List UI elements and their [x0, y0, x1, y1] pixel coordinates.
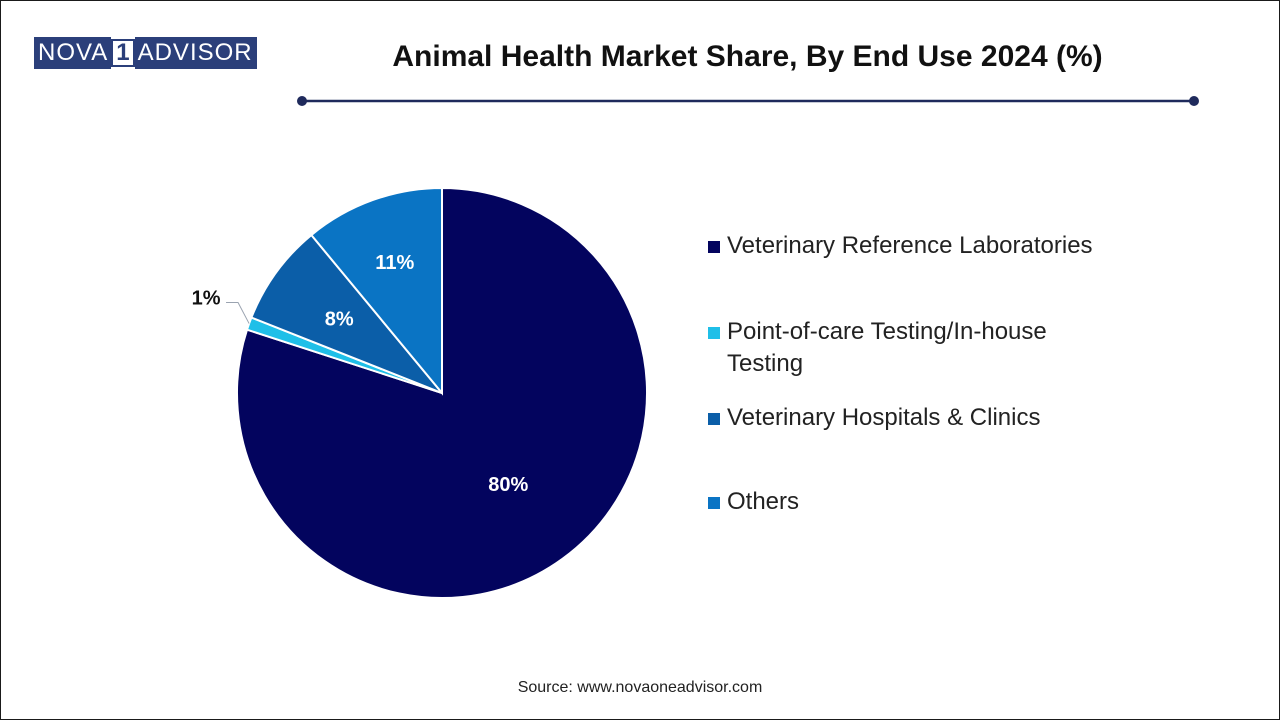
pie-leader-line-1 — [226, 302, 250, 324]
legend-item-0: Veterinary Reference Laboratories — [708, 230, 1147, 262]
legend-item-3: Others — [708, 486, 1147, 518]
legend-swatch-1 — [708, 327, 720, 339]
source-note: Source: www.novaoneadvisor.com — [517, 679, 763, 696]
pie-slice-3 — [309, 186, 443, 396]
pie-data-label-0: 80% — [488, 474, 528, 496]
title-rule-start-dot — [297, 96, 307, 106]
legend-item-2: Veterinary Hospitals & Clinics — [708, 402, 1147, 434]
title-rule-end-dot — [1189, 96, 1199, 106]
brand-logo-right: ADVISOR — [134, 37, 257, 69]
pie-slice-2 — [250, 233, 443, 394]
chart-title: Animal Health Market Share, By End Use 2… — [392, 40, 1103, 73]
legend-swatch-0 — [708, 241, 720, 253]
legend-label-1: Point-of-care Testing/In-house Testing — [727, 318, 1047, 377]
legend-label-2: Veterinary Hospitals & Clinics — [727, 404, 1041, 431]
brand-logo: NOVA 1 ADVISOR — [34, 37, 257, 69]
title-rule — [297, 96, 1199, 106]
legend-swatch-3 — [708, 497, 720, 509]
brand-logo-mid: 1 — [111, 39, 135, 67]
pie-chart: 80% 1% 8% 11% — [192, 186, 648, 599]
legend-label-3: Others — [727, 488, 800, 515]
legend-swatch-2 — [708, 413, 720, 425]
pie-data-label-1: 1% — [192, 288, 221, 310]
legend-label-0: Veterinary Reference Laboratories — [727, 232, 1093, 259]
pie-data-label-3: 11% — [375, 252, 414, 274]
pie-data-label-2: 8% — [325, 308, 354, 330]
legend-item-1: Point-of-care Testing/In-house Testing — [708, 316, 1097, 380]
brand-logo-left: NOVA — [34, 37, 112, 69]
